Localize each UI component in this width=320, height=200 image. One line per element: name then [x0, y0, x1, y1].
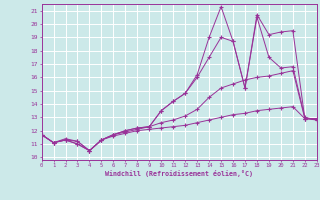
X-axis label: Windchill (Refroidissement éolien,°C): Windchill (Refroidissement éolien,°C): [105, 170, 253, 177]
